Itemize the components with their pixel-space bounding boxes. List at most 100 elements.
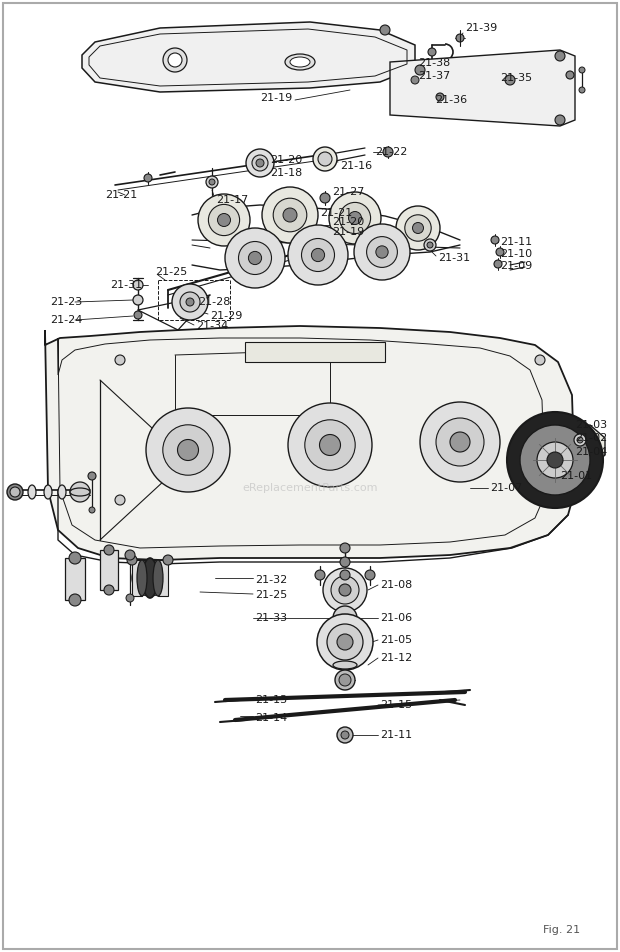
Circle shape <box>88 472 96 480</box>
Polygon shape <box>548 425 605 468</box>
Text: 21-11: 21-11 <box>380 730 412 740</box>
Circle shape <box>340 570 350 580</box>
Text: 21-15: 21-15 <box>380 700 412 710</box>
Circle shape <box>144 174 152 182</box>
Text: 21-13: 21-13 <box>255 695 287 705</box>
Text: 21-08: 21-08 <box>380 580 412 590</box>
Polygon shape <box>82 22 415 92</box>
Circle shape <box>134 311 142 319</box>
Text: 21-35: 21-35 <box>500 73 532 83</box>
Circle shape <box>301 239 335 271</box>
Polygon shape <box>100 550 118 590</box>
Circle shape <box>305 420 355 470</box>
Circle shape <box>256 159 264 167</box>
Text: 21-16: 21-16 <box>340 161 372 171</box>
Circle shape <box>125 550 135 560</box>
Text: 21-22: 21-22 <box>375 147 407 157</box>
Circle shape <box>339 203 371 233</box>
Text: 21-10: 21-10 <box>500 249 532 259</box>
Circle shape <box>555 51 565 61</box>
Circle shape <box>579 67 585 73</box>
Ellipse shape <box>58 485 66 499</box>
Circle shape <box>69 552 81 564</box>
Circle shape <box>535 495 545 505</box>
Circle shape <box>365 570 375 580</box>
Circle shape <box>520 425 590 495</box>
Circle shape <box>311 248 325 262</box>
Text: 21-31: 21-31 <box>438 253 470 263</box>
Text: 21-17: 21-17 <box>216 195 248 205</box>
Circle shape <box>252 155 268 171</box>
Circle shape <box>428 48 436 56</box>
Circle shape <box>69 594 81 606</box>
Text: 21-09: 21-09 <box>500 261 532 271</box>
Circle shape <box>198 194 250 246</box>
Text: 21-20: 21-20 <box>270 155 303 165</box>
Circle shape <box>337 727 353 743</box>
Text: eReplacementParts.com: eReplacementParts.com <box>242 483 378 493</box>
Circle shape <box>427 242 433 248</box>
Circle shape <box>104 585 114 595</box>
Ellipse shape <box>70 488 90 496</box>
Circle shape <box>376 246 388 258</box>
Text: 21-23: 21-23 <box>50 297 82 307</box>
Circle shape <box>246 149 274 177</box>
Ellipse shape <box>153 560 163 596</box>
Circle shape <box>249 251 262 265</box>
Text: 21-31: 21-31 <box>110 280 142 290</box>
Circle shape <box>133 295 143 305</box>
Text: 21-11: 21-11 <box>500 237 532 247</box>
Circle shape <box>456 34 464 42</box>
Circle shape <box>186 298 194 306</box>
Circle shape <box>380 25 390 35</box>
Circle shape <box>335 670 355 690</box>
Ellipse shape <box>28 485 36 499</box>
Circle shape <box>172 284 208 320</box>
Text: 21-20: 21-20 <box>332 217 365 227</box>
Circle shape <box>273 198 307 231</box>
Circle shape <box>163 555 173 565</box>
Ellipse shape <box>290 57 310 67</box>
Circle shape <box>7 484 23 500</box>
Text: 21-33: 21-33 <box>255 613 287 623</box>
Circle shape <box>318 152 332 166</box>
Circle shape <box>180 292 200 312</box>
Circle shape <box>354 224 410 280</box>
Circle shape <box>450 432 470 452</box>
Circle shape <box>319 434 340 455</box>
Ellipse shape <box>143 558 157 598</box>
Circle shape <box>288 225 348 285</box>
Text: 21-21: 21-21 <box>105 190 137 200</box>
Circle shape <box>115 495 125 505</box>
Text: 21-07: 21-07 <box>490 483 522 493</box>
Circle shape <box>146 408 230 492</box>
Circle shape <box>547 452 563 468</box>
Ellipse shape <box>333 661 357 669</box>
Circle shape <box>115 355 125 365</box>
Circle shape <box>323 568 367 612</box>
Text: 21-18: 21-18 <box>270 168 303 178</box>
Circle shape <box>208 205 239 235</box>
Circle shape <box>339 584 351 596</box>
Text: 21-36: 21-36 <box>435 95 467 105</box>
Circle shape <box>283 208 297 222</box>
Circle shape <box>496 248 504 256</box>
Circle shape <box>163 48 187 72</box>
Circle shape <box>436 93 444 101</box>
Text: 21-25: 21-25 <box>255 590 287 600</box>
Text: 21-29: 21-29 <box>210 311 242 321</box>
Ellipse shape <box>44 485 52 499</box>
Circle shape <box>70 482 90 502</box>
Text: 21-04: 21-04 <box>575 447 607 457</box>
Text: 21-34: 21-34 <box>196 321 228 331</box>
Circle shape <box>577 437 583 443</box>
Circle shape <box>366 237 397 268</box>
Circle shape <box>262 187 318 243</box>
Circle shape <box>10 487 20 497</box>
Circle shape <box>415 65 425 75</box>
Circle shape <box>225 228 285 288</box>
Text: 21-25: 21-25 <box>155 267 187 277</box>
Circle shape <box>126 594 134 602</box>
Ellipse shape <box>137 560 147 596</box>
Circle shape <box>333 606 357 630</box>
